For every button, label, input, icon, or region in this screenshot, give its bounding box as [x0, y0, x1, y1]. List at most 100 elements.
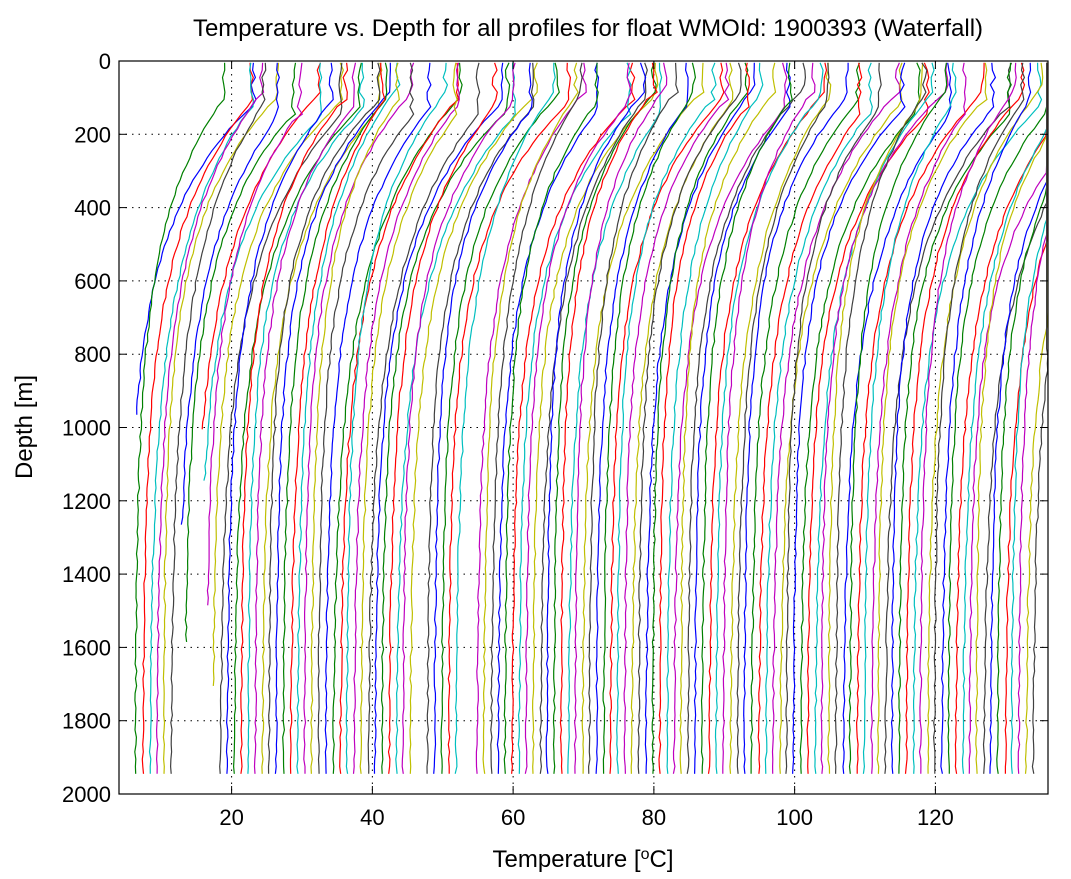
profile-line [595, 62, 689, 774]
profile-line [367, 62, 481, 774]
profile-line [510, 62, 636, 774]
profile-line [426, 62, 535, 774]
profile-line [890, 62, 997, 774]
profile-line [148, 62, 255, 774]
profile-line [757, 62, 863, 774]
y-tick-label: 1600 [62, 635, 111, 660]
profile-line [552, 62, 657, 774]
profile-line [317, 62, 415, 774]
profile-line [679, 62, 777, 774]
profile-line [162, 62, 280, 774]
profile-line [750, 62, 861, 774]
profile-line [253, 62, 357, 774]
profile-line [401, 62, 516, 774]
profile-line [651, 62, 749, 774]
profile-line [567, 62, 663, 774]
profile-line [545, 62, 647, 774]
x-tick-label: 80 [642, 805, 666, 830]
profile-line [672, 62, 788, 774]
profile-line [310, 62, 400, 774]
profile-line [184, 62, 297, 642]
y-tick-label: 1200 [62, 489, 111, 514]
profile-line [876, 62, 988, 774]
x-tick-label: 100 [776, 805, 813, 830]
profile-line [686, 62, 807, 774]
profile-line [602, 62, 697, 774]
profile-line [904, 62, 1026, 774]
y-tick-label: 800 [74, 342, 111, 367]
profile-line [206, 62, 304, 606]
profile-line [274, 62, 392, 774]
y-tick-label: 0 [99, 49, 111, 74]
profile-line [454, 62, 556, 774]
profile-line [134, 62, 226, 774]
profile-line [517, 62, 632, 774]
x-tick-label: 60 [501, 805, 525, 830]
series-group [134, 62, 1049, 774]
profile-line [559, 62, 658, 774]
profile-line [339, 62, 460, 774]
profile-line [927, 62, 1044, 774]
x-axis: 20 40 60 80 100 120 [219, 61, 954, 830]
x-axis-label: Temperature [oC] [493, 846, 674, 874]
profile-line [482, 62, 579, 774]
profile-line [918, 62, 1017, 774]
profile-line [736, 62, 830, 774]
profile-line [912, 62, 1043, 774]
y-tick-label: 200 [74, 122, 111, 147]
profile-line [212, 62, 344, 686]
profile-line [616, 62, 717, 774]
y-tick-label: 1400 [62, 562, 111, 587]
profile-line [219, 62, 343, 774]
profile-line [380, 62, 511, 774]
profile-line [169, 62, 267, 774]
y-tick-label: 2000 [62, 782, 111, 807]
profile-line [155, 62, 265, 774]
x-tick-label: 40 [360, 805, 384, 830]
y-axis: 0 200 400 600 800 1000 1200 1400 1600 1800 2000 [62, 49, 1048, 807]
x-axis-label-sup: o [641, 846, 650, 863]
profile-line [180, 62, 280, 525]
profile-line [870, 62, 967, 774]
y-axis-label: Depth [m] [11, 375, 38, 479]
x-axis-label-main: Temperature [ [493, 846, 641, 873]
profile-line [940, 62, 1032, 774]
profile-line [884, 62, 1013, 774]
profile-line [982, 62, 1048, 774]
profile-line [503, 62, 599, 774]
profile-line [968, 62, 1048, 774]
y-tick-label: 600 [74, 269, 111, 294]
profile-line [433, 62, 533, 774]
profile-line [897, 62, 1012, 774]
profile-line [707, 62, 828, 774]
profile-line [954, 62, 1048, 774]
profile-line [658, 62, 750, 774]
profile-line [581, 62, 705, 774]
y-tick-label: 1000 [62, 416, 111, 441]
profile-line [496, 62, 600, 774]
profile-line [490, 62, 583, 774]
profile-line [834, 62, 928, 774]
profile-line [201, 62, 322, 430]
profile-line [609, 62, 725, 774]
profile-line [373, 62, 504, 774]
profile-line [539, 62, 648, 774]
x-tick-label: 120 [917, 805, 954, 830]
profile-line [714, 62, 824, 774]
profile-line [637, 62, 742, 774]
profile-line [573, 62, 668, 774]
profile-line [475, 62, 587, 774]
profile-line [792, 62, 906, 774]
profile-line [359, 62, 458, 774]
profile-line [141, 62, 254, 774]
profile-line [666, 62, 764, 774]
profile-line [1024, 62, 1048, 774]
profile-line [813, 62, 935, 774]
profile-line [239, 62, 349, 774]
profile-line [785, 62, 882, 774]
profile-line [332, 62, 463, 774]
profile-line [296, 62, 401, 774]
profile-line [862, 62, 957, 774]
profile-line [764, 62, 873, 774]
